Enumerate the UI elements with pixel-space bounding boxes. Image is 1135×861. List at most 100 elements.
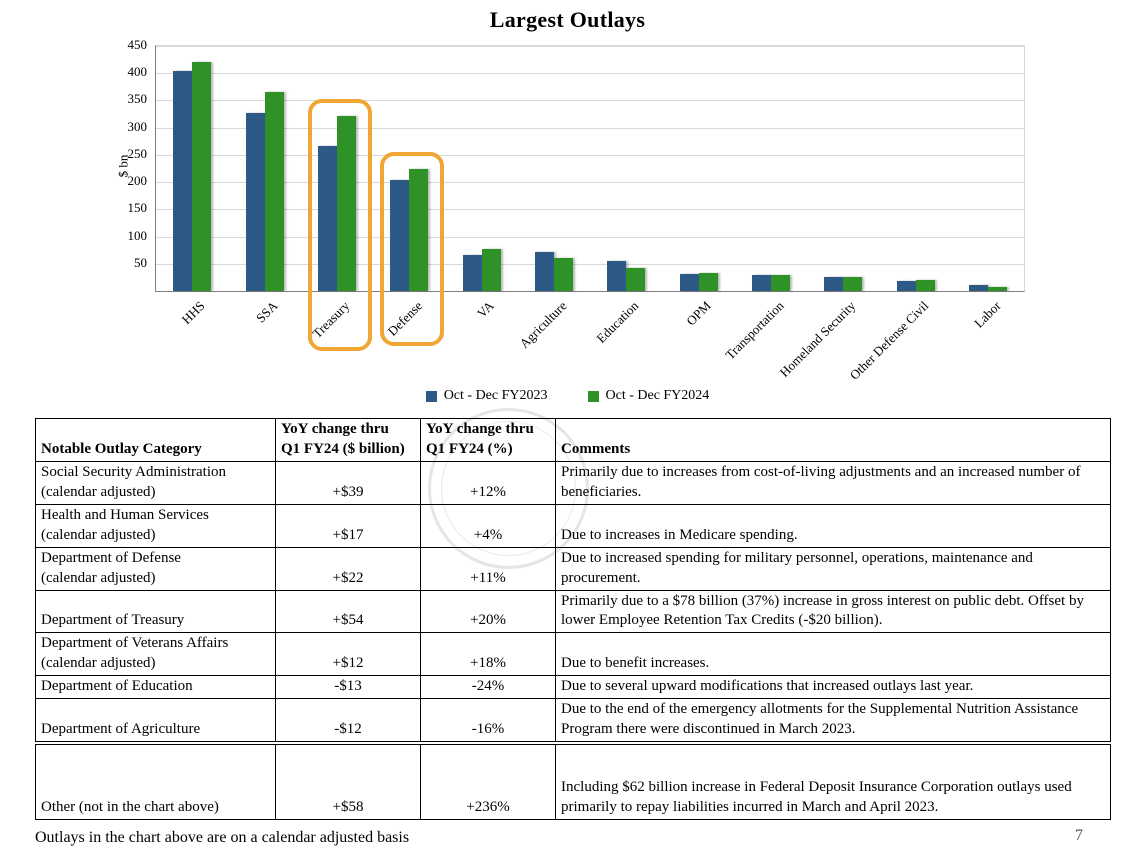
x-axis-category-label: Agriculture [516,298,570,351]
percent-change-cell: +236% [420,741,556,821]
category-cell: Other (not in the chart above) [35,741,276,821]
chart-bar [626,268,646,291]
category-cell: Department of Agriculture [35,698,276,744]
chart-bar [409,168,429,291]
chart-bar [336,116,356,291]
col-header-percent-change: YoY change thru Q1 FY24 (%) [420,418,556,462]
comment-cell: Due to increases in Medicare spending. [555,503,1111,548]
x-axis-category-label: Education [593,298,642,346]
chart-bar [987,286,1007,291]
y-tick-label: 400 [127,64,148,80]
x-axis-category-label: VA [474,298,498,321]
comment-cell: Primarily due to a $78 billion (37%) inc… [555,589,1111,634]
legend-item: Oct - Dec FY2023 [425,388,548,404]
legend-label: Oct - Dec FY2023 [443,388,548,403]
legend-swatch [425,390,437,402]
percent-change-cell: +20% [420,589,556,634]
chart-bar [245,112,265,291]
highlight-box [307,99,372,351]
percent-change-cell: -24% [420,675,556,700]
x-axis-category-label: Other Defense Civil [846,298,932,383]
table-row: Health and Human Services (calendar adju… [35,503,1111,548]
col-header-pct-line2: Q1 FY24 (%) [426,440,513,457]
gridline [156,154,1024,156]
chart-bar [824,276,844,291]
y-tick-label: 350 [127,91,148,107]
dollar-change-cell: +$39 [275,460,421,505]
chart-bar [968,285,988,291]
chart-bar [915,279,935,291]
y-tick-label: 300 [127,118,148,134]
chart-legend: Oct - Dec FY2023 Oct - Dec FY2024 [0,388,1135,404]
gridline [156,100,1024,102]
chart-bar [264,92,284,291]
chart-bar [317,145,337,291]
dollar-change-cell: +$22 [275,546,421,591]
x-axis-category-label: SSA [252,298,281,326]
gridline [156,182,1024,184]
category-cell: Department of Defense (calendar adjusted… [35,546,276,591]
y-tick-label: 450 [127,37,148,52]
dollar-change-cell: +$12 [275,632,421,677]
category-cell: Department of Veterans Affairs (calendar… [35,632,276,677]
percent-change-cell: +11% [420,546,556,591]
comment-cell: Due to increased spending for military p… [555,546,1111,591]
col-header-pct-line1: YoY change thru [426,421,534,437]
gridline [156,263,1024,265]
gridline [156,46,1024,47]
chart-bar [553,258,573,291]
percent-change-cell: +4% [420,503,556,548]
x-axis-category-label: Homeland Security [776,298,859,380]
comment-cell: Due to benefit increases. [555,632,1111,677]
col-header-dollar-change: YoY change thru Q1 FY24 ($ billion) [275,418,421,462]
dollar-change-cell: +$58 [275,741,421,821]
y-tick-label: 100 [127,227,148,243]
gridline [156,127,1024,129]
chart-bar [462,255,482,291]
chart-bar [390,180,410,291]
chart-bar [173,70,193,291]
table-row: Department of Veterans Affairs (calendar… [35,632,1111,677]
x-axis-category-label: Labor [970,298,1004,331]
chart-title: Largest Outlays [489,7,646,32]
x-axis-category-label: HHS [178,298,208,328]
dollar-change-cell: +$17 [275,503,421,548]
category-cell: Social Security Administration (calendar… [35,460,276,505]
y-tick-label: 150 [127,200,148,216]
chart-bar [481,248,501,291]
col-header-comments: Comments [555,418,1111,462]
legend-swatch [587,390,599,402]
table-row: Other (not in the chart above) +$58 +236% I… [35,741,1111,821]
dollar-change-cell: +$54 [275,589,421,634]
gridline [156,73,1024,75]
chart-bar [896,280,916,291]
dollar-change-cell: -$13 [275,675,421,700]
percent-change-cell: -16% [420,698,556,744]
table-row: Social Security Administration (calendar… [35,460,1111,505]
chart-bar [534,251,554,291]
chart-bar [698,272,718,291]
y-tick-label: 250 [127,145,148,161]
category-cell: Health and Human Services (calendar adju… [35,503,276,548]
gridline [156,236,1024,238]
x-axis-category-label: OPM [683,298,715,329]
chart-bar [751,275,771,291]
plot-area [155,45,1025,292]
legend-item: Oct - Dec FY2024 [587,388,709,404]
category-cell: Department of Treasury [35,589,276,634]
footnote: Outlays in the chart above are on a cale… [35,829,410,846]
table-row: Department of Agriculture -$12 -16% Due to … [35,698,1111,744]
dollar-change-cell: -$12 [275,698,421,744]
percent-change-cell: +12% [420,460,556,505]
col-header-dollar-line1: YoY change thru [281,421,389,437]
comment-cell: Primarily due to increases from cost-of-… [555,460,1111,505]
category-cell: Department of Education [35,675,276,700]
col-header-category: Notable Outlay Category [35,418,276,462]
table-row: Department of Education -$13 -24% Due to se… [35,675,1111,700]
table-row: Department of Defense (calendar adjusted… [35,546,1111,591]
table-row: Department of Treasury +$54 +20% Primarily … [35,589,1111,634]
highlight-box [380,151,445,347]
comment-cell: Due to the end of the emergency allotmen… [555,698,1111,744]
table-header-row: Notable Outlay Category YoY change thru … [35,418,1111,462]
